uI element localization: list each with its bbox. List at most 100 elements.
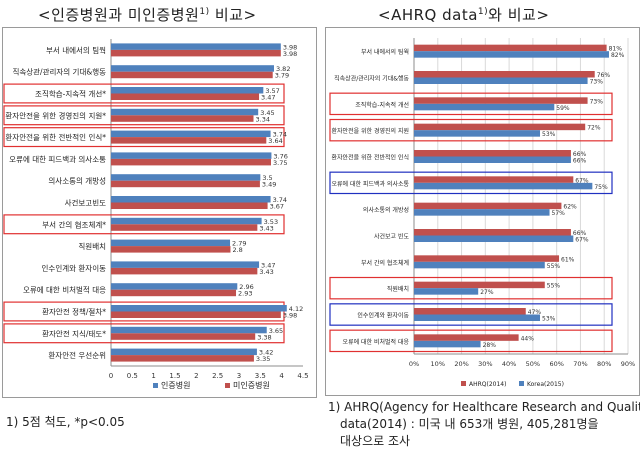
left-category-label: 의사소통의 개방성 (48, 176, 106, 186)
left-value-label: 3.34 (256, 115, 270, 123)
right-legend-label: AHRQ(2014) (469, 381, 506, 388)
left-x-tick-label: 1.5 (169, 372, 180, 380)
right-bar-series1 (414, 281, 545, 289)
left-category-label: 직원배치 (78, 241, 106, 251)
left-bar-series1 (111, 239, 231, 247)
right-category-label: 직속상관/관리자의 기대&행동 (334, 75, 409, 83)
right-value-label: 55% (547, 283, 561, 290)
left-value-label: 3.76 (273, 152, 287, 160)
right-category-label: 부서 내에서의 팀웍 (361, 48, 409, 56)
left-x-tick-label: 0 (109, 372, 113, 380)
left-category-label: 오류에 대한 비처벌적 대응 (23, 285, 106, 295)
left-bar-series2 (111, 224, 258, 231)
right-value-label: 73% (590, 79, 604, 86)
left-bar-series1 (111, 261, 260, 268)
left-bar-series2 (111, 93, 260, 100)
right-category-label: 환자안전을 위한 전반적인 인식 (332, 154, 409, 162)
left-bar-series2 (111, 71, 273, 79)
left-value-label: 3.45 (260, 109, 274, 117)
left-bar-series1 (111, 348, 257, 356)
left-legend-swatch (225, 383, 230, 388)
left-x-tick-label: 4 (279, 372, 284, 380)
right-x-tick-label: 20% (454, 360, 468, 368)
right-legend-label: Korea(2015) (527, 381, 564, 388)
right-bar-series1 (414, 123, 586, 131)
right-x-tick-label: 10% (431, 360, 445, 368)
left-bar-series2 (111, 49, 281, 57)
right-x-tick-label: 80% (597, 360, 611, 368)
left-x-tick-label: 1 (151, 372, 155, 380)
right-bar-series1 (414, 255, 560, 262)
left-value-label: 3.43 (259, 268, 273, 276)
right-value-label: 76% (597, 72, 611, 79)
left-value-label: 3.42 (259, 349, 273, 357)
left-bar-series1 (111, 43, 281, 50)
left-bar-series1 (111, 87, 264, 94)
right-bar-series1 (414, 150, 571, 157)
left-legend-swatch (153, 383, 158, 388)
left-x-tick-label: 2.5 (212, 372, 223, 380)
left-highlight-box (3, 105, 285, 126)
left-x-tick-label: 0.5 (127, 372, 138, 380)
left-value-label: 3.57 (265, 87, 279, 95)
right-highlight-box (329, 303, 613, 326)
right-bar-series2 (414, 209, 550, 216)
right-x-tick-label: 40% (502, 360, 516, 368)
left-bar-series1 (111, 174, 261, 181)
right-category-label: 조직학습-지속적 개선 (355, 101, 409, 109)
right-bar-series2 (414, 103, 555, 111)
left-x-tick-label: 4.5 (297, 372, 308, 380)
left-value-label: 3.5 (262, 174, 272, 182)
right-bar-series1 (414, 176, 574, 183)
right-value-label: 28% (483, 342, 497, 349)
left-category-label: 환자안전 정책/절차* (42, 307, 106, 317)
right-x-tick-label: 0% (409, 360, 419, 368)
right-value-label: 47% (528, 309, 542, 316)
left-category-label: 직속상관/관리자의 기대&행동 (12, 67, 106, 77)
right-value-label: 61% (561, 256, 575, 263)
right-category-label: 사건보고 빈도 (374, 233, 410, 241)
left-legend-label: 인증병원 (161, 380, 190, 390)
left-value-label: 3.74 (273, 196, 287, 204)
left-category-label: 인수인계와 환자이동 (42, 263, 107, 273)
left-bar-chart: 0 0.5 1 1.5 2 2.5 3 3.5 4 4.5부서 내에서의 팀웍 3.983.98직속… (3, 39, 309, 390)
left-x-tick-label: 3.5 (255, 372, 266, 380)
right-bar-series1 (414, 71, 595, 78)
left-value-label: 3.64 (268, 137, 282, 145)
left-bar-series1 (111, 108, 259, 116)
left-value-label: 3.98 (283, 312, 297, 320)
right-highlight-box (329, 92, 613, 116)
right-footnote-line1: 1) AHRQ(Agency for Healthcare Research a… (328, 400, 640, 414)
right-x-tick-label: 60% (549, 360, 563, 368)
right-bar-series1 (414, 334, 519, 341)
right-highlight-box (329, 171, 613, 195)
left-bar-series2 (111, 311, 281, 318)
right-bar-series1 (414, 44, 607, 52)
left-category-label: 환자안전을 위한 경영진의 지원* (5, 110, 106, 120)
left-category-label: 사건보고빈도 (65, 198, 106, 208)
right-footnote-line3: 대상으로 조사 (340, 434, 411, 448)
right-category-label: 부서 간의 협조체계 (361, 259, 409, 267)
left-value-label: 3.38 (257, 333, 271, 341)
left-bar-series2 (111, 246, 231, 253)
left-bar-series1 (111, 283, 238, 290)
left-panel-title: <인증병원과 미인증병원1) 비교> (38, 6, 257, 24)
right-value-label: 73% (590, 98, 604, 105)
left-x-tick-label: 3 (237, 372, 241, 380)
left-bar-series1 (111, 326, 267, 334)
right-legend-swatch (461, 381, 466, 386)
left-bar-series2 (111, 137, 267, 144)
right-bar-series2 (414, 182, 593, 190)
right-value-label: 81% (609, 46, 623, 53)
right-bar-series2 (414, 235, 574, 242)
right-x-tick-label: 70% (573, 360, 587, 368)
right-chart-frame: 0% 10% 20% 30% 40% 50% 60% 70% 80% 90% 부서 내에서의 팀웍 8… (325, 27, 640, 396)
right-value-label: 57% (552, 210, 566, 217)
left-value-label: 3.74 (273, 131, 287, 139)
left-bar-series2 (111, 333, 256, 340)
left-highlight-box (3, 83, 285, 104)
left-value-label: 3.47 (261, 94, 275, 102)
right-value-label: 75% (594, 184, 608, 191)
left-bar-series2 (111, 115, 254, 122)
right-value-label: 72% (587, 125, 601, 132)
